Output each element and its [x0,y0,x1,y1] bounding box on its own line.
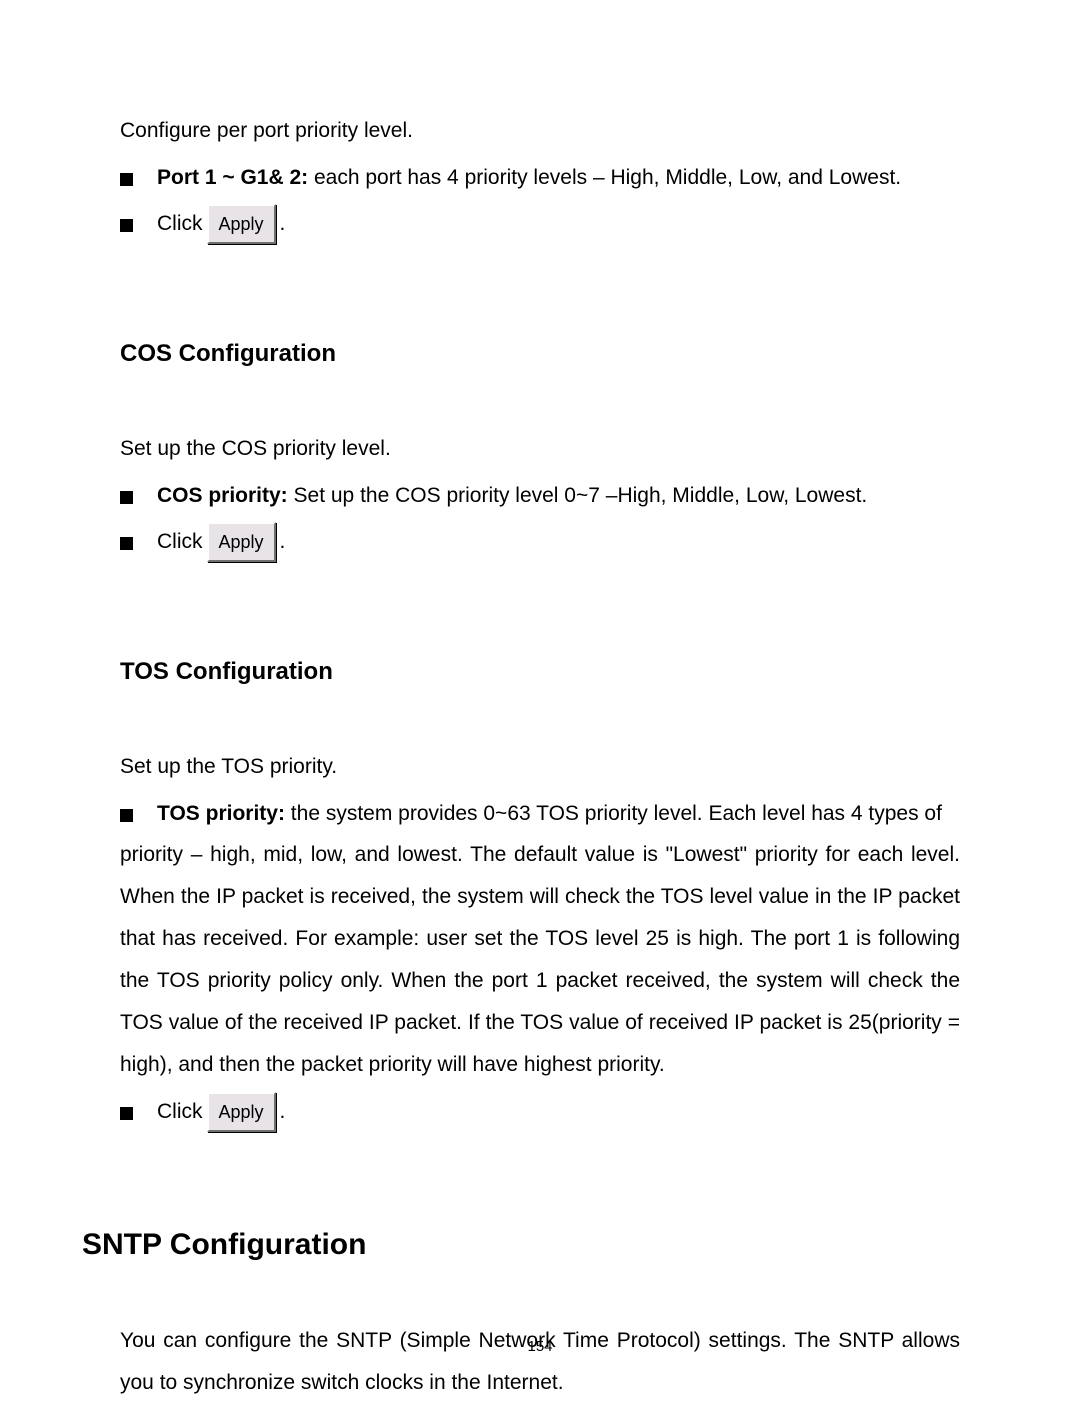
page-number: 154 [0,1338,1080,1355]
cos-priority-text: COS priority: Set up the COS priority le… [157,476,960,516]
port-priority-text: Port 1 ~ G1& 2: each port has 4 priority… [157,158,960,198]
square-bullet-icon [120,809,133,822]
square-bullet-icon [120,173,133,186]
click-suffix: . [280,204,286,244]
tos-priority-bullet: TOS priority: the system provides 0~63 T… [120,794,960,834]
port-priority-bullet: Port 1 ~ G1& 2: each port has 4 priority… [120,158,960,198]
square-bullet-icon [120,537,133,550]
document-page: Configure per port priority level. Port … [0,0,1080,1397]
cos-priority-bullet: COS priority: Set up the COS priority le… [120,476,960,516]
click-prefix: Click [157,204,203,244]
port-priority-rest: each port has 4 priority levels – High, … [308,166,901,189]
tos-heading: TOS Configuration [120,658,960,686]
apply-button[interactable]: Apply [207,204,276,244]
sntp-paragraph: You can configure the SNTP (Simple Netwo… [120,1320,960,1404]
tos-priority-label: TOS priority: [157,802,285,825]
tos-block: TOS priority: the system provides 0~63 T… [120,794,960,1086]
click-prefix: Click [157,522,203,562]
click-apply-bullet-2: Click Apply . [120,522,960,562]
tos-intro: Set up the TOS priority. [120,746,960,788]
apply-button[interactable]: Apply [207,1092,276,1132]
square-bullet-icon [120,1107,133,1120]
click-prefix: Click [157,1092,203,1132]
port-priority-label: Port 1 ~ G1& 2: [157,166,308,189]
sntp-heading: SNTP Configuration [82,1228,960,1262]
cos-intro: Set up the COS priority level. [120,428,960,470]
tos-priority-first-line: TOS priority: the system provides 0~63 T… [157,794,960,834]
square-bullet-icon [120,491,133,504]
click-suffix: . [280,1092,286,1132]
square-bullet-icon [120,219,133,232]
click-apply-bullet-1: Click Apply . [120,204,960,244]
cos-priority-label: COS priority: [157,484,288,507]
tos-priority-paragraph: priority – high, mid, low, and lowest. T… [120,834,960,1086]
cos-priority-rest: Set up the COS priority level 0~7 –High,… [288,484,868,507]
apply-button[interactable]: Apply [207,522,276,562]
intro-line: Configure per port priority level. [120,110,960,152]
cos-heading: COS Configuration [120,340,960,368]
click-apply-bullet-3: Click Apply . [120,1092,960,1132]
click-suffix: . [280,522,286,562]
tos-priority-rest-first: the system provides 0~63 TOS priority le… [285,802,942,825]
